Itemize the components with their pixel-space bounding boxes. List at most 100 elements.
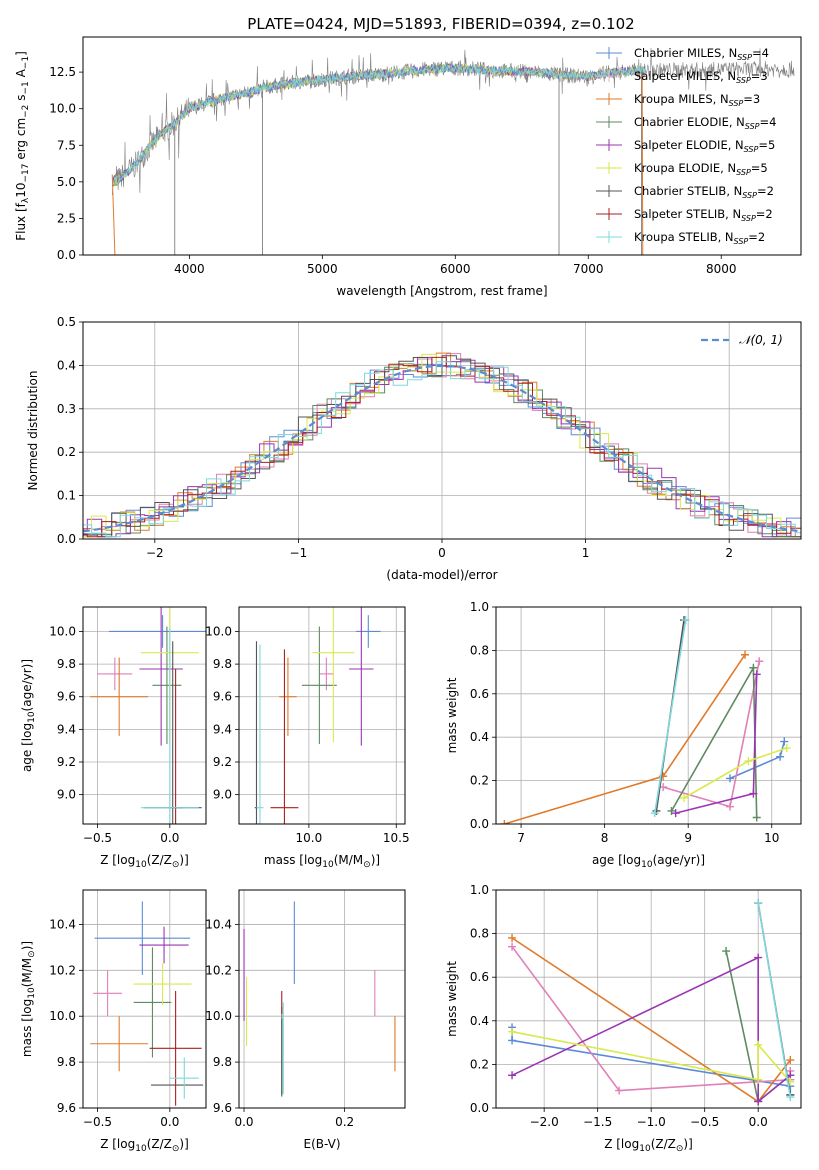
legend-text: Chabrier MILES, N — [634, 46, 737, 60]
weight-vs-age-xtick-label: 10 — [764, 831, 779, 845]
age-vs-z-xtick-label: 0.0 — [160, 831, 179, 845]
residual-hist-kroupa-stelib — [83, 361, 801, 538]
spectrum-model-chabrier-elodie — [111, 63, 646, 187]
spectrum-ylabel-part: s — [14, 95, 28, 105]
weight-kroupa-stelib-line — [757, 902, 792, 1098]
age-vs-z-ytick-label: 9.4 — [57, 722, 76, 736]
age-vs-z-ytick-label: 9.2 — [57, 755, 76, 769]
age-vs-mass-xlabel: mass [log10(M/M⊙)] — [264, 853, 380, 870]
spectrum-legend-entry: Salpeter STELIB, NSSP=2 — [634, 207, 773, 223]
weight-kroupa-stelib-marker — [786, 1093, 795, 1102]
spectrum-ylabel-part: −2 — [21, 105, 31, 118]
age-vs-mass-axes: 10.0 10.5 9.0 9.2 9.4 9.6 9.8 10.0 mass [log10(M… — [205, 606, 410, 870]
mass-vs-z-xlabel: Z [log10(Z/Z⊙)] — [100, 1137, 189, 1154]
weight-vs-age-xlabel-part: age [log — [592, 853, 641, 867]
age-vs-z-xlabel-part: Z [log — [100, 853, 135, 867]
spectrum-ytick-label: 7.5 — [57, 138, 76, 152]
legend-text: Kroupa ELODIE, N — [634, 161, 736, 175]
residuals-ylabel: Normed distribution — [26, 371, 40, 491]
weight-salpeter-elodie-marker — [508, 1071, 517, 1080]
mass-vs-ebv-axes: 0.0 0.2 9.6 9.8 10.0 10.2 10.4 E(B-V) — [205, 889, 406, 1151]
weight-kroupa-miles-line — [504, 654, 746, 824]
age-vs-z-xlabel-part: 10 — [135, 860, 147, 870]
spectrum-ylabel-part: −1 — [21, 56, 31, 69]
residuals-ytick-label: 0.0 — [57, 532, 76, 546]
legend-sub: SSP — [736, 168, 751, 177]
weight-pink-marker — [755, 657, 764, 666]
weight-vs-age-ylabel: mass weight — [445, 677, 459, 753]
age-vs-mass-ytick-label: 9.0 — [213, 788, 232, 802]
weight-chabrier-elodie-marker — [722, 947, 731, 956]
mass-vs-z-xtick-label: −0.5 — [83, 1115, 112, 1129]
spectrum-model-kroupa-miles — [112, 63, 646, 187]
spectrum-ylabel-part: ] — [14, 51, 28, 56]
weight-kroupa-elodie-marker — [744, 757, 753, 766]
spectrum-ytick-label: 0.0 — [57, 248, 76, 262]
mass-vs-z-ytick-label: 9.6 — [57, 1101, 76, 1115]
mass-vs-ebv-xlabel-part: E(B-V) — [303, 1137, 340, 1151]
spectrum-model-kroupa-elodie — [112, 63, 646, 185]
weight-vs-z-ytick-label: 0.2 — [470, 1057, 489, 1071]
figure-title: PLATE=0424, MJD=51893, FIBERID=0394, z=0… — [247, 15, 634, 33]
spectrum-legend-entry: Kroupa STELIB, NSSP=2 — [634, 230, 765, 246]
mass-vs-z-ytick-label: 10.0 — [49, 1009, 76, 1023]
mass-vs-z-ytick-label: 9.8 — [57, 1055, 76, 1069]
weight-chabrier-elodie-marker — [667, 806, 676, 815]
age-vs-z-ylabel-part: (age/yr)] — [20, 659, 34, 711]
weight-vs-z-xlabel-part: ⊙ — [676, 1144, 684, 1154]
weight-chabrier-elodie-marker — [752, 813, 761, 822]
mass-vs-ebv-xlabel: E(B-V) — [303, 1137, 340, 1151]
spectrum-ylabel-part: Flux [f — [14, 202, 28, 240]
weight-vs-z-xtick-label: −1.0 — [637, 1115, 666, 1129]
mass-vs-z-xlabel-part: )] — [179, 1137, 188, 1151]
legend-text: =2 — [757, 184, 774, 198]
weight-vs-z-plot-area — [508, 899, 795, 1106]
weight-kroupa-miles-marker — [508, 933, 517, 942]
residuals-xtick-label: −1 — [290, 546, 308, 560]
weight-chabrier-miles-marker — [776, 752, 785, 761]
legend-text: =2 — [748, 230, 765, 244]
age-vs-z-ytick-label: 9.6 — [57, 690, 76, 704]
weight-vs-z-xtick-label: −2.0 — [530, 1115, 559, 1129]
residuals-xtick-label: −2 — [146, 546, 164, 560]
spectrum-ylabel-part: −1 — [21, 81, 31, 94]
residuals-xtick-label: 0 — [438, 546, 446, 560]
weight-pink-marker — [508, 942, 517, 951]
weight-vs-age-ytick-label: 0.0 — [470, 817, 489, 831]
mass-vs-ebv-ytick-label: 10.2 — [205, 963, 232, 977]
age-vs-mass-xtick-label: 10.5 — [383, 831, 410, 845]
weight-kroupa-elodie-line — [511, 1030, 791, 1083]
legend-sub: SSP — [744, 145, 759, 154]
mass-vs-z-ylabel-part: (M/M — [20, 958, 34, 987]
legend-text: Salpeter STELIB, N — [634, 207, 741, 221]
weight-chabrier-miles-marker — [780, 737, 789, 746]
legend-sub: SSP — [734, 237, 749, 246]
age-vs-z-ytick-label: 10.0 — [49, 624, 76, 638]
age-vs-z-xlabel-part: )] — [179, 853, 188, 867]
legend-sub: SSP — [729, 99, 744, 108]
weight-chabrier-elodie-marker — [749, 663, 758, 672]
legend-text: Salpeter ELODIE, N — [634, 138, 744, 152]
mass-vs-z-ylabel-part: mass [log — [20, 999, 34, 1057]
spectrum-plot-area — [111, 47, 795, 255]
age-vs-mass-ytick-label: 9.8 — [213, 657, 232, 671]
age-vs-z-xlabel: Z [log10(Z/Z⊙)] — [100, 853, 189, 870]
weight-salpeter-elodie-line — [511, 956, 791, 1104]
legend-text: =2 — [756, 207, 773, 221]
weight-kroupa-elodie-marker — [782, 744, 791, 753]
weight-vs-z-ytick-label: 0.0 — [470, 1101, 489, 1115]
weight-vs-age-xtick-label: 9 — [684, 831, 692, 845]
mass-vs-ebv-plot-area — [243, 901, 396, 1097]
weight-vs-z-frame — [495, 889, 802, 1109]
mass-vs-ebv-xtick-label: 0.2 — [335, 1115, 354, 1129]
mass-vs-z-ylabel-part: )] — [20, 941, 34, 950]
weight-kroupa-stelib-marker — [754, 899, 763, 908]
weight-vs-age-ytick-label: 1.0 — [470, 600, 489, 614]
age-vs-z-axes: −0.5 0.09.09.29.49.69.810.0Z [log10(Z/Z⊙)… — [20, 606, 207, 870]
mass-vs-z-ylabel-part: 10 — [27, 987, 37, 999]
legend-text: =4 — [760, 115, 777, 129]
spectrum-axes: 4000 5000 6000 7000 8000 0.0 2.5 5.0 7.5 10.0 12.5… — [14, 36, 802, 298]
residuals-frame — [82, 321, 802, 540]
weight-kroupa-elodie-marker — [680, 793, 689, 802]
